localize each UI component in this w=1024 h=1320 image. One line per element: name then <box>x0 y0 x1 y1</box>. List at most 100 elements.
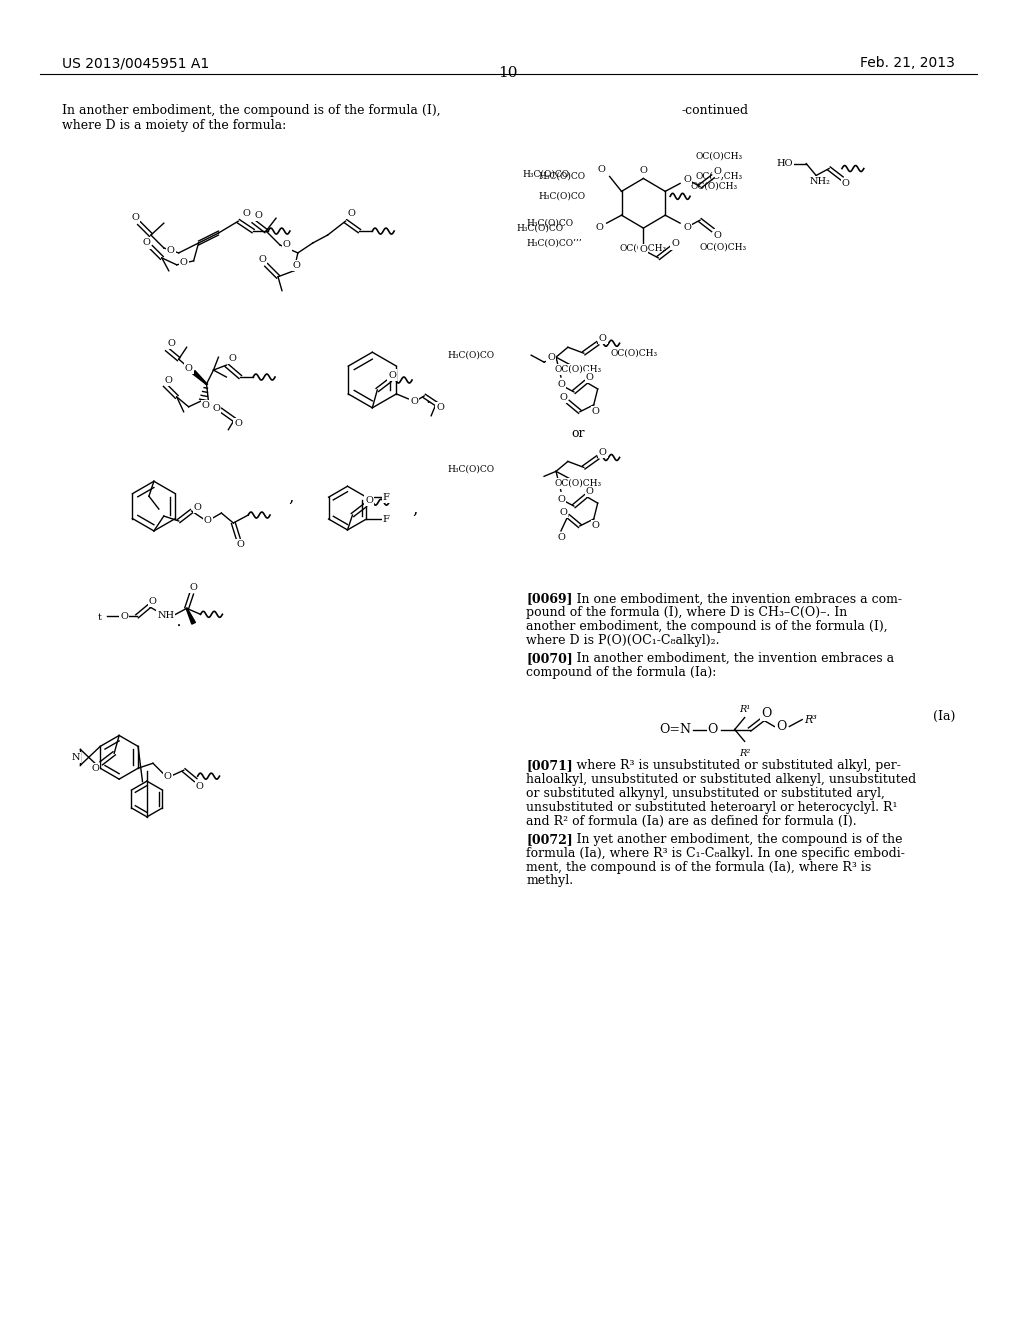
Text: O: O <box>165 375 173 384</box>
Text: O: O <box>388 371 396 380</box>
Text: O: O <box>586 487 594 496</box>
Text: US 2013/0045951 A1: US 2013/0045951 A1 <box>61 57 209 70</box>
Text: OC(O)CH₃: OC(O)CH₃ <box>690 181 737 190</box>
Text: F: F <box>383 515 390 524</box>
Text: O: O <box>639 166 647 176</box>
Text: In one embodiment, the invention embraces a com-: In one embodiment, the invention embrace… <box>564 593 902 606</box>
Text: O: O <box>586 372 594 381</box>
Text: In another embodiment, the compound is of the formula (I),: In another embodiment, the compound is o… <box>61 104 440 117</box>
Text: O: O <box>228 354 237 363</box>
Text: another embodiment, the compound is of the formula (I),: another embodiment, the compound is of t… <box>526 620 888 634</box>
Text: O: O <box>164 772 172 780</box>
Text: OC(O)CH₃: OC(O)CH₃ <box>700 243 748 252</box>
Text: or: or <box>571 426 585 440</box>
Text: O: O <box>598 165 605 174</box>
Text: O=N: O=N <box>659 723 691 737</box>
Text: O: O <box>194 503 202 512</box>
Text: ,: , <box>412 502 418 519</box>
Text: NH: NH <box>158 611 174 620</box>
Text: O: O <box>776 719 786 733</box>
Text: O: O <box>592 408 600 416</box>
Text: methyl.: methyl. <box>526 874 573 887</box>
Text: O: O <box>202 401 210 411</box>
Text: O: O <box>91 764 99 772</box>
Text: H₃C(O)CO: H₃C(O)CO <box>523 169 570 178</box>
Polygon shape <box>186 609 196 624</box>
Text: H₃C(O)CO’’’: H₃C(O)CO’’’ <box>526 238 582 247</box>
Text: HO: HO <box>776 160 793 168</box>
Text: O: O <box>131 213 139 222</box>
Text: In another embodiment, the invention embraces a: In another embodiment, the invention emb… <box>564 652 894 665</box>
Text: OC(O)CH₃: OC(O)CH₃ <box>695 152 742 161</box>
Text: or substituted alkynyl, unsubstituted or substituted aryl,: or substituted alkynyl, unsubstituted or… <box>526 787 885 800</box>
Text: H₃C(O)CO: H₃C(O)CO <box>526 218 573 227</box>
Text: O: O <box>557 533 565 543</box>
Text: [0072]: [0072] <box>526 833 573 846</box>
Text: haloalkyl, unsubstituted or substituted alkenyl, unsubstituted: haloalkyl, unsubstituted or substituted … <box>526 774 916 787</box>
Text: O: O <box>213 404 220 413</box>
Text: O: O <box>557 380 565 389</box>
Text: O: O <box>293 261 301 271</box>
Text: O: O <box>184 363 193 372</box>
Text: O: O <box>436 404 444 412</box>
Text: O: O <box>559 508 567 516</box>
Text: O: O <box>196 781 204 791</box>
Text: O: O <box>234 420 243 428</box>
Text: O: O <box>559 393 567 403</box>
Text: H₃C(O)CO: H₃C(O)CO <box>539 172 586 181</box>
Text: O: O <box>283 240 291 249</box>
Text: H₃C(O)CO: H₃C(O)CO <box>447 465 495 474</box>
Text: .: . <box>425 389 430 407</box>
Text: H₃C(O)CO: H₃C(O)CO <box>539 191 586 201</box>
Polygon shape <box>193 371 207 384</box>
Text: R¹: R¹ <box>738 705 750 714</box>
Text: where D is P(O)(OC₁-C₈alkyl)₂.: where D is P(O)(OC₁-C₈alkyl)₂. <box>526 634 720 647</box>
Text: O: O <box>592 521 600 531</box>
Text: O: O <box>189 583 198 593</box>
Text: O: O <box>683 223 691 231</box>
Text: [0070]: [0070] <box>526 652 573 665</box>
Text: O: O <box>180 259 187 268</box>
Text: O: O <box>366 495 374 504</box>
Text: Feb. 21, 2013: Feb. 21, 2013 <box>860 57 955 70</box>
Text: O: O <box>142 239 150 247</box>
Text: OC(O)CH₃: OC(O)CH₃ <box>554 479 601 488</box>
Text: 10: 10 <box>499 66 518 81</box>
Text: O: O <box>243 209 250 218</box>
Text: unsubstituted or substituted heteroaryl or heterocyclyl. R¹: unsubstituted or substituted heteroaryl … <box>526 801 898 814</box>
Text: O: O <box>842 180 850 187</box>
Text: pound of the formula (I), where D is CH₃–C(O)–. In: pound of the formula (I), where D is CH₃… <box>526 606 848 619</box>
Text: O: O <box>557 495 565 504</box>
Text: H₃C(O)CO: H₃C(O)CO <box>517 223 564 232</box>
Text: and R² of formula (Ia) are as defined for formula (I).: and R² of formula (Ia) are as defined fo… <box>526 814 857 828</box>
Text: O: O <box>120 611 128 620</box>
Text: [0071]: [0071] <box>526 759 573 772</box>
Text: R³: R³ <box>804 714 817 725</box>
Text: R²: R² <box>738 750 750 759</box>
Text: ment, the compound is of the formula (Ia), where R³ is: ment, the compound is of the formula (Ia… <box>526 861 871 874</box>
Text: O: O <box>168 339 176 347</box>
Text: ,: , <box>288 490 293 507</box>
Text: O: O <box>237 540 244 549</box>
Text: O: O <box>258 255 266 264</box>
Text: where R³ is unsubstituted or substituted alkyl, per-: where R³ is unsubstituted or substituted… <box>564 759 901 772</box>
Text: O: O <box>714 231 722 239</box>
Text: (Ia): (Ia) <box>933 710 955 722</box>
Text: O: O <box>714 168 722 176</box>
Text: -continued: -continued <box>681 104 749 117</box>
Text: O: O <box>547 352 555 362</box>
Text: O: O <box>167 247 175 256</box>
Text: O: O <box>411 397 418 407</box>
Text: [0069]: [0069] <box>526 593 572 606</box>
Text: O: O <box>347 209 355 218</box>
Text: F: F <box>383 492 390 502</box>
Text: O: O <box>204 516 211 525</box>
Text: O: O <box>148 597 157 606</box>
Text: O: O <box>683 176 691 183</box>
Text: O: O <box>708 723 718 737</box>
Text: N: N <box>71 752 80 762</box>
Text: O: O <box>596 223 603 231</box>
Text: O: O <box>761 708 772 721</box>
Text: where D is a moiety of the formula:: where D is a moiety of the formula: <box>61 119 286 132</box>
Text: OC(O)CH₃: OC(O)CH₃ <box>610 348 657 358</box>
